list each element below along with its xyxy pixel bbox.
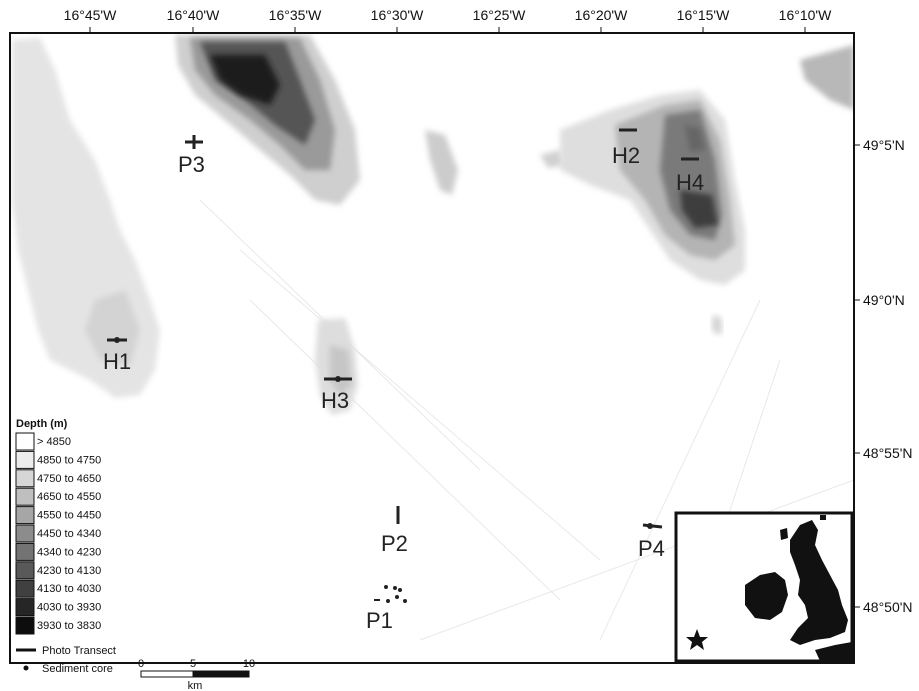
scale-bar-segment-dark xyxy=(192,670,250,678)
legend-swatch xyxy=(15,616,35,635)
sediment-core-point xyxy=(403,599,407,603)
legend-swatch xyxy=(15,432,35,451)
ridge-northeast-bathymetry xyxy=(800,45,854,110)
legend-class-label: > 4850 xyxy=(37,436,71,448)
site-p3[interactable]: P3 xyxy=(178,135,205,177)
site-label: H4 xyxy=(676,170,704,195)
sediment-core-point xyxy=(398,588,402,592)
knoll-east-bathymetry xyxy=(712,315,722,335)
site-h4[interactable]: H4 xyxy=(676,157,704,195)
legend-swatch xyxy=(15,598,35,617)
seamount-east-bathymetry xyxy=(560,90,745,285)
legend-class-label: 4340 to 4230 xyxy=(37,546,101,558)
legend-title: Depth (m) xyxy=(16,418,68,430)
scale-label: 5 xyxy=(190,658,196,670)
legend-photo-transect: Photo Transect xyxy=(16,645,116,657)
legend-swatch xyxy=(15,506,35,525)
latitude-label: 49°0'N xyxy=(863,292,905,308)
legend-class-label: 4450 to 4340 xyxy=(37,528,101,540)
legend-swatch xyxy=(15,542,35,561)
hill-h1-bathymetry xyxy=(12,38,160,398)
map-frame-border xyxy=(9,32,855,664)
legend-class-label: 4650 to 4550 xyxy=(37,491,101,503)
seamount-north-bathymetry xyxy=(175,35,360,205)
longitude-label: 16°20'W xyxy=(575,7,628,23)
sediment-core-point xyxy=(393,586,397,590)
site-label: H2 xyxy=(612,143,640,168)
latitude-label: 49°5'N xyxy=(863,137,905,153)
sediment-core-point xyxy=(384,585,388,589)
scale-label: 10 xyxy=(243,658,255,670)
longitude-label: 16°15'W xyxy=(677,7,730,23)
site-h3[interactable]: H3 xyxy=(321,376,352,413)
scale-bar-segment-light xyxy=(140,670,194,678)
sediment-core-point xyxy=(647,523,653,529)
site-label: P2 xyxy=(381,531,408,556)
site-label: H1 xyxy=(103,349,131,374)
inset-landmass xyxy=(745,515,852,661)
longitude-label: 16°25'W xyxy=(473,7,526,23)
site-p2[interactable]: P2 xyxy=(381,506,408,556)
longitude-label: 16°40'W xyxy=(167,7,220,23)
inset-map xyxy=(674,511,854,663)
legend-class-label: 4230 to 4130 xyxy=(37,565,101,577)
bathymetry-layer xyxy=(12,35,854,661)
site-label: P1 xyxy=(366,608,393,633)
longitude-label: 16°10'W xyxy=(779,7,832,23)
scale-unit: km xyxy=(188,680,203,691)
longitude-label: 16°30'W xyxy=(371,7,424,23)
legend-class-label: 4130 to 4030 xyxy=(37,583,101,595)
longitude-axis: 16°45'W 16°40'W 16°35'W 16°30'W 16°25'W … xyxy=(64,7,832,33)
legend-sediment-core: Sediment core xyxy=(23,663,113,675)
legend-class-label: 4030 to 3930 xyxy=(37,602,101,614)
legend-sediment-core-label: Sediment core xyxy=(42,663,113,675)
scale-label: 0 xyxy=(138,658,144,670)
legend-photo-transect-label: Photo Transect xyxy=(42,645,116,657)
hill-h3-bathymetry xyxy=(315,318,358,415)
site-label: P4 xyxy=(638,536,665,561)
sediment-core-symbol xyxy=(23,665,29,671)
site-h2[interactable]: H2 xyxy=(612,128,640,168)
legend-swatch xyxy=(15,487,35,506)
site-label: H3 xyxy=(321,388,349,413)
site-markers: P3 H2 H4 H1 H3 P2 xyxy=(103,128,704,633)
site-label: P3 xyxy=(178,152,205,177)
sediment-core-point xyxy=(335,376,341,382)
sediment-core-point xyxy=(114,337,120,343)
site-h1[interactable]: H1 xyxy=(103,337,131,374)
site-p4[interactable]: P4 xyxy=(638,523,665,561)
legend-class-label: 3930 to 3830 xyxy=(37,620,101,632)
longitude-label: 16°45'W xyxy=(64,7,117,23)
sediment-core-point xyxy=(386,599,390,603)
site-p1[interactable]: P1 xyxy=(366,585,407,633)
sediment-core-point xyxy=(395,595,399,599)
legend-swatches: > 4850 4850 to 4750 4750 to 4650 4650 to 45… xyxy=(15,432,101,635)
latitude-label: 48°50'N xyxy=(863,599,913,615)
legend-swatch xyxy=(15,450,35,469)
scale-bar: 0 5 10 km xyxy=(138,658,255,691)
legend-class-label: 4750 to 4650 xyxy=(37,473,101,485)
legend-swatch xyxy=(15,561,35,580)
legend-class-label: 4850 to 4750 xyxy=(37,454,101,466)
depth-legend: Depth (m) > 4850 4850 to 4750 4750 to 4650… xyxy=(15,418,255,691)
knoll-small-bathymetry xyxy=(540,150,565,168)
longitude-label: 16°35'W xyxy=(269,7,322,23)
study-location-star-icon xyxy=(686,629,708,650)
latitude-axis: 49°5'N 49°0'N 48°55'N 48°50'N xyxy=(854,137,913,615)
legend-swatch xyxy=(15,469,35,488)
ridge-central-bathymetry xyxy=(425,130,458,195)
legend-swatch xyxy=(15,524,35,543)
legend-class-label: 4550 to 4450 xyxy=(37,510,101,522)
legend-swatch xyxy=(15,579,35,598)
latitude-label: 48°55'N xyxy=(863,445,913,461)
